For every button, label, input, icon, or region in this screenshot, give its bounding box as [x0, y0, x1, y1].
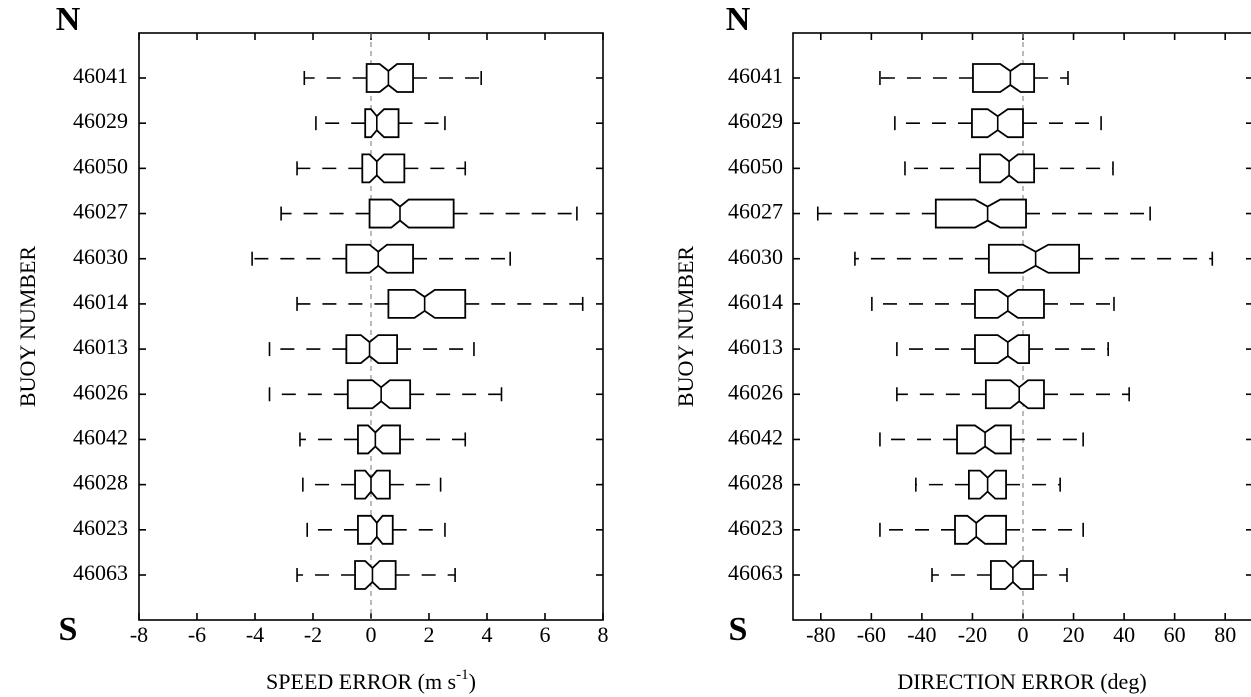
x-tick-label: 40 [1113, 622, 1135, 647]
y-axis-label: BUOY NUMBER [15, 246, 40, 407]
top-label: N [726, 1, 751, 38]
y-tick-label: 46028 [73, 470, 128, 495]
box [974, 289, 1045, 319]
x-tick-label: -8 [130, 622, 148, 647]
y-tick-label: 46014 [73, 289, 128, 314]
box [984, 379, 1045, 410]
y-tick-label: 46013 [728, 334, 783, 359]
box [972, 63, 1036, 93]
box [345, 334, 399, 364]
y-tick-label: 46063 [728, 560, 783, 585]
x-axis-label: SPEED ERROR (m s-1) [266, 667, 476, 694]
y-tick-label: 46029 [728, 108, 783, 133]
y-tick-label: 46050 [728, 153, 783, 178]
y-tick-label: 46028 [728, 470, 783, 495]
y-tick-label: 46063 [73, 560, 128, 585]
box [934, 198, 1027, 229]
y-tick-label: 46027 [728, 199, 783, 224]
box [354, 560, 397, 590]
y-tick-label: 46027 [73, 199, 128, 224]
top-label: N [56, 1, 81, 38]
y-tick-label: 46013 [73, 334, 128, 359]
x-tick-label: 0 [366, 622, 377, 647]
y-tick-label: 46041 [728, 63, 783, 88]
box [979, 153, 1036, 184]
y-tick-label: 46014 [728, 289, 783, 314]
x-axis-label-part: ) [469, 669, 476, 694]
x-tick-label: -2 [304, 622, 322, 647]
y-axis-label: BUOY NUMBER [673, 246, 698, 407]
x-tick-label: 8 [598, 622, 609, 647]
bottom-label: S [59, 611, 78, 648]
x-tick-label: -60 [857, 622, 886, 647]
box [954, 514, 1007, 545]
x-tick-label: 0 [1018, 622, 1029, 647]
y-tick-label: 46050 [73, 153, 128, 178]
bottom-label: S [729, 611, 748, 648]
x-tick-label: 4 [482, 622, 493, 647]
box [354, 469, 391, 500]
y-tick-label: 46042 [728, 425, 783, 450]
x-axis-label-part: -1 [456, 667, 469, 683]
x-tick-label: -80 [806, 622, 835, 647]
box [365, 63, 414, 93]
x-tick-label: 6 [540, 622, 551, 647]
box [974, 334, 1030, 364]
x-tick-label: 2 [424, 622, 435, 647]
y-tick-label: 46030 [728, 244, 783, 269]
box [357, 424, 401, 455]
box [368, 198, 455, 229]
x-tick-label: -6 [188, 622, 206, 647]
y-tick-label: 46029 [73, 108, 128, 133]
x-tick-label: 80 [1214, 622, 1236, 647]
box [956, 424, 1012, 455]
y-tick-label: 46023 [73, 515, 128, 540]
x-tick-label: -4 [246, 622, 264, 647]
box [364, 108, 400, 139]
x-axis-label-part: SPEED ERROR (m s [266, 669, 456, 694]
y-tick-label: 46023 [728, 515, 783, 540]
x-axis-label: DIRECTION ERROR (deg) [897, 669, 1146, 694]
box [987, 243, 1081, 274]
x-axis-label-part: DIRECTION ERROR (deg) [897, 669, 1146, 694]
x-tick-label: 60 [1164, 622, 1186, 647]
box [346, 379, 412, 410]
y-tick-label: 46026 [728, 379, 783, 404]
box [387, 289, 467, 319]
box [357, 514, 394, 545]
box [361, 153, 406, 184]
x-tick-label: -40 [907, 622, 936, 647]
box [345, 243, 414, 274]
y-tick-label: 46030 [73, 244, 128, 269]
x-tick-label: -20 [958, 622, 987, 647]
y-tick-label: 46026 [73, 379, 128, 404]
y-tick-label: 46042 [73, 425, 128, 450]
box [990, 560, 1035, 590]
x-tick-label: 20 [1063, 622, 1085, 647]
y-tick-label: 46041 [73, 63, 128, 88]
